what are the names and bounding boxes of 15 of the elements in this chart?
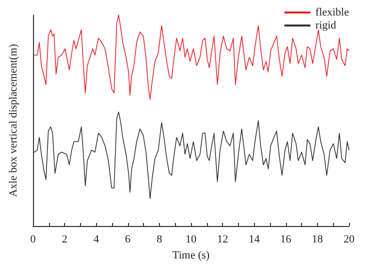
x-axis-title: Time (s): [172, 250, 210, 262]
x-tick-label: 8: [156, 234, 163, 246]
x-tick-label: 10: [186, 234, 197, 246]
x-tick-label: 0: [30, 234, 36, 246]
x-tick-label: 16: [280, 234, 292, 246]
y-axis-title: Axle box vertical displacement(m): [8, 44, 20, 198]
legend-label: flexible: [315, 6, 350, 18]
x-tick-label: 14: [248, 234, 260, 246]
x-tick-label: 18: [312, 234, 324, 246]
x-tick-label: 20: [344, 234, 355, 246]
legend-label: rigid: [315, 20, 337, 32]
x-tick-label: 12: [217, 234, 228, 246]
x-tick-label: 6: [125, 234, 132, 246]
x-tick-label: 2: [62, 234, 68, 246]
x-tick-label: 4: [93, 234, 100, 246]
